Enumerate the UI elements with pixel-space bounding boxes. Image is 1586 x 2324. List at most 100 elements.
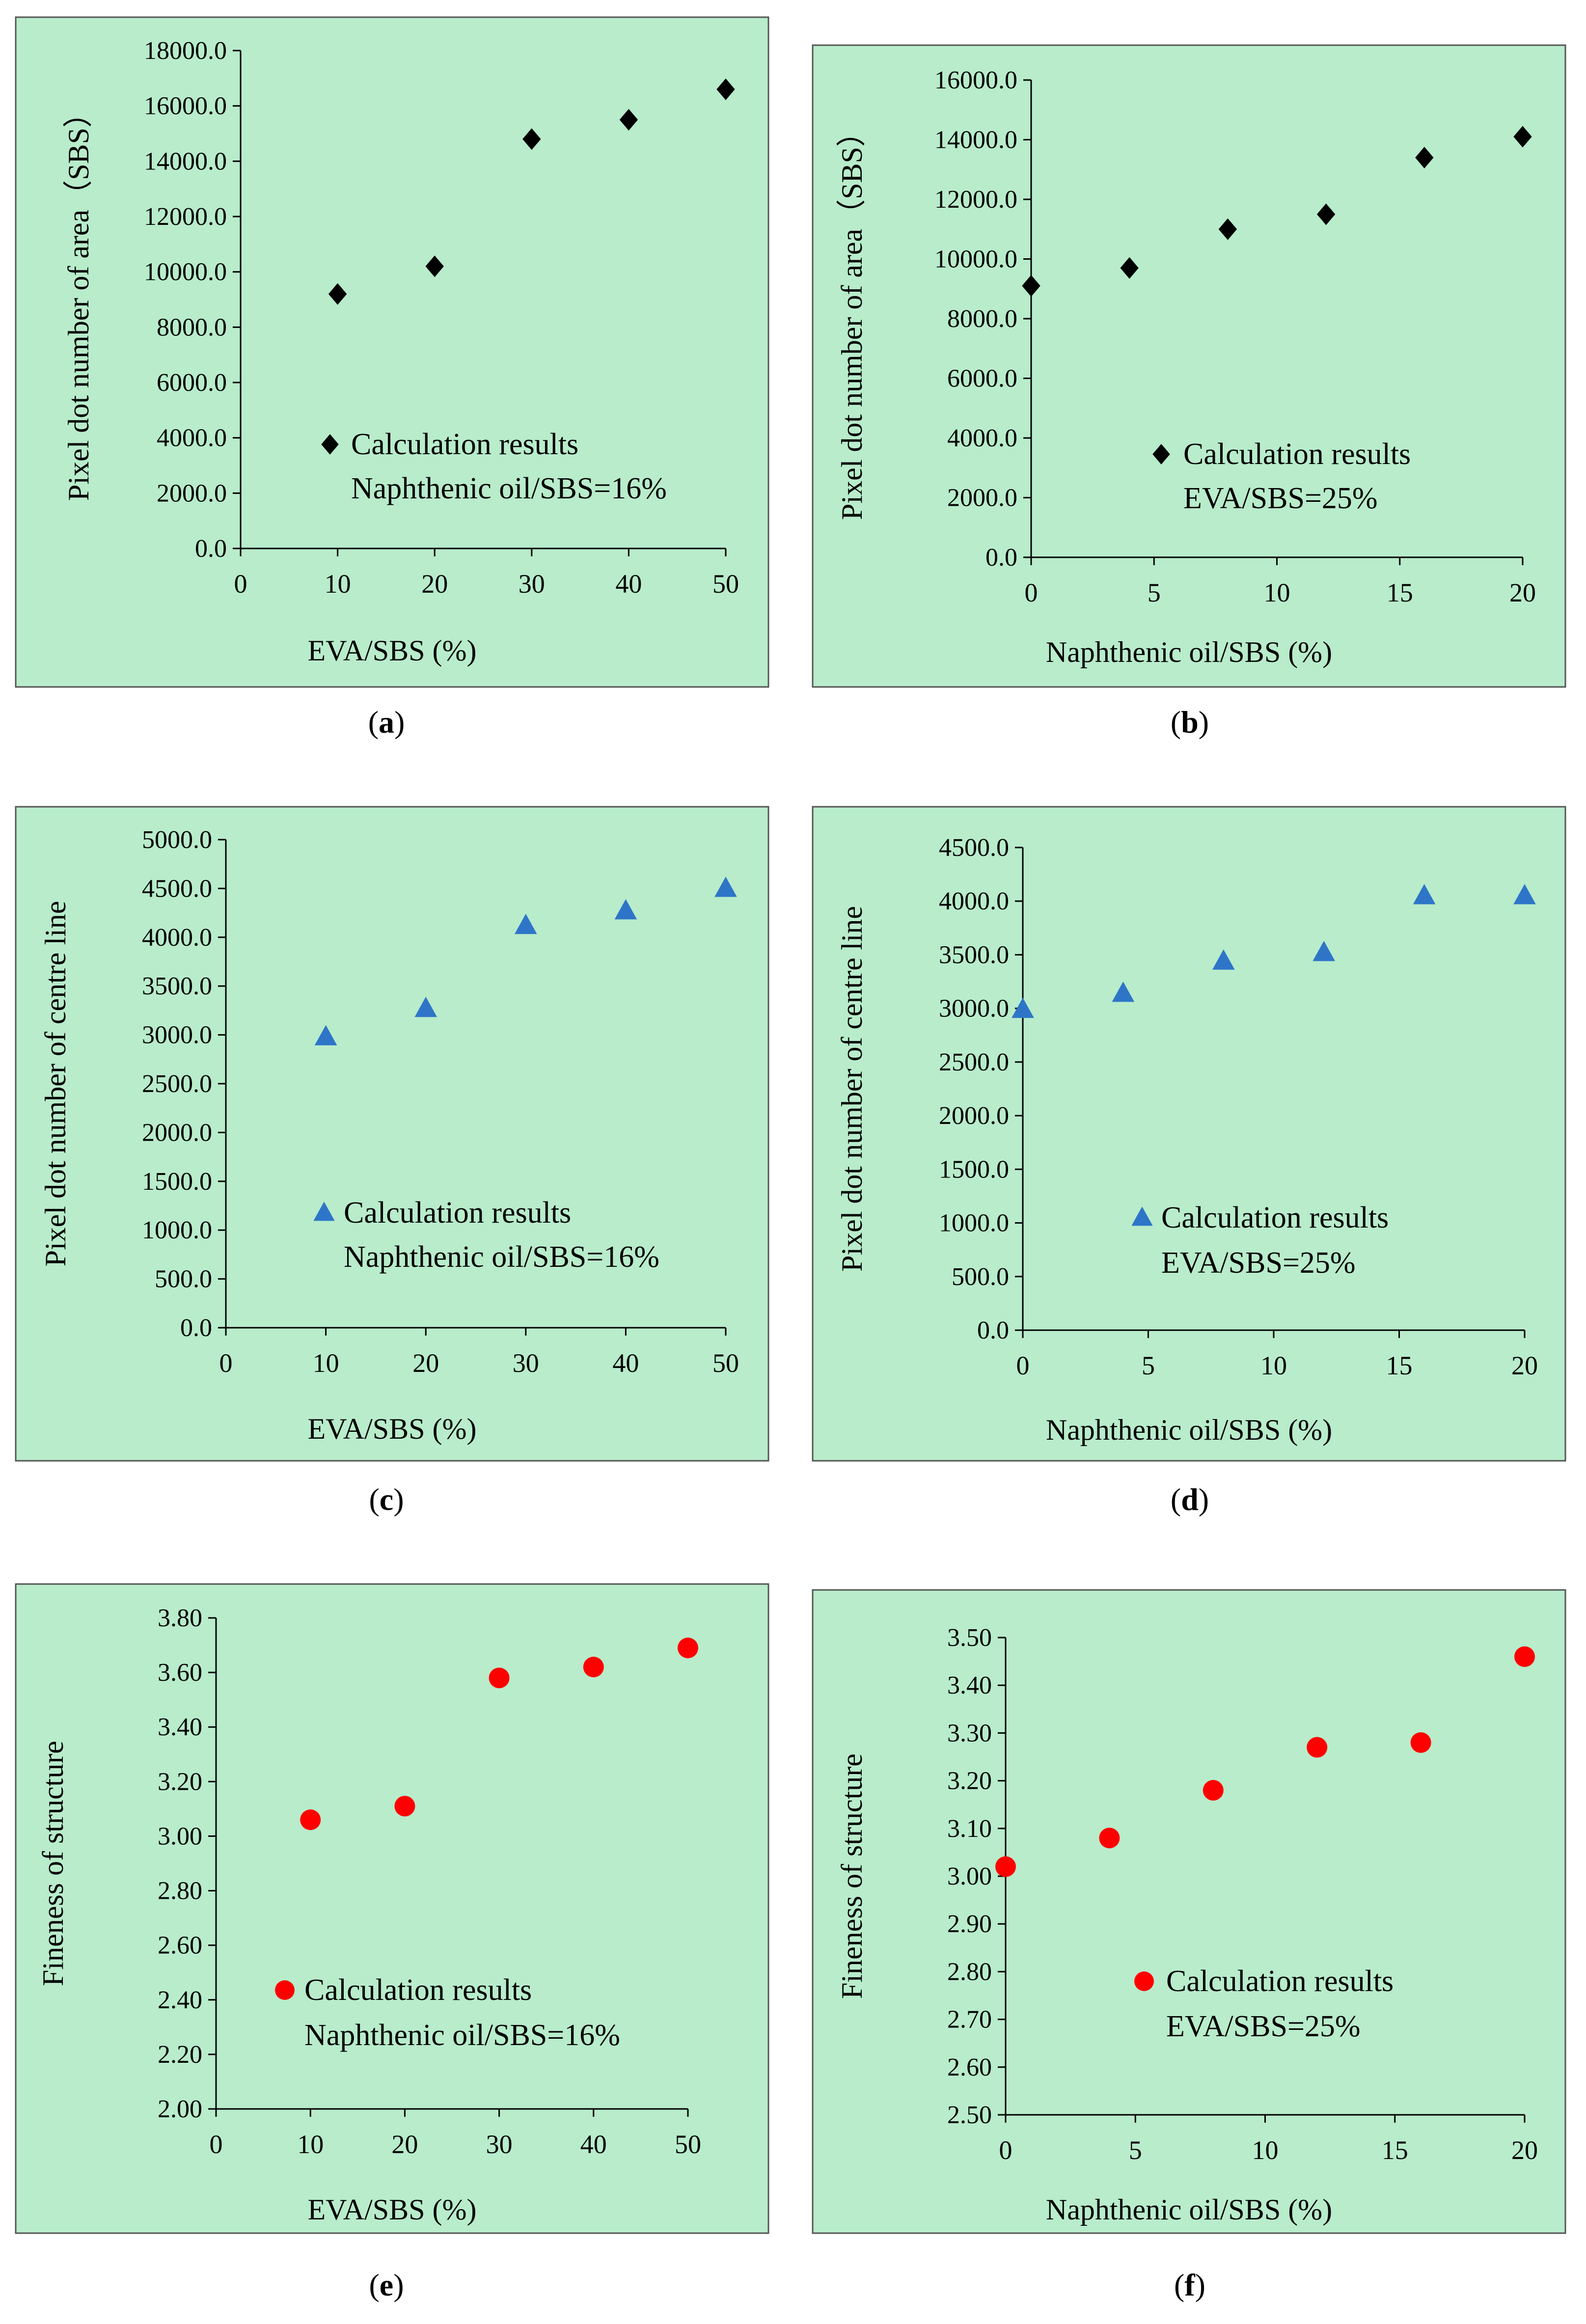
data-point	[394, 1796, 415, 1817]
y-tick-label: 3000.0	[939, 995, 1009, 1023]
chart-panel-b: 0.0 2000.0 4000.0 6000.0 8000.0 10000.0 12000.…	[812, 44, 1566, 688]
panel-caption: (e)	[369, 2268, 404, 2302]
x-tick-label: 5	[1142, 1351, 1155, 1380]
x-axis-title: EVA/SBS (%)	[308, 634, 477, 667]
chart-area-background	[812, 806, 1566, 1462]
x-tick-label: 30	[486, 2130, 513, 2159]
y-tick-label: 8000.0	[157, 313, 227, 341]
y-tick-label: 3.10	[947, 1815, 992, 1843]
x-tick-label: 20	[391, 2130, 418, 2159]
legend-marker	[1152, 444, 1170, 465]
data-point	[1513, 884, 1536, 904]
panel-caption: (b)	[1171, 705, 1209, 739]
legend-note: Naphthenic oil/SBS=16%	[344, 1240, 659, 1274]
data-point	[714, 876, 737, 897]
x-tick-label: 15	[1387, 578, 1413, 607]
y-axis-title: Pixel dot number of area（SBS）	[836, 117, 868, 520]
x-tick-label: 10	[1252, 2135, 1279, 2165]
chart-area-background	[15, 806, 769, 1462]
y-tick-label: 2.40	[158, 1986, 202, 2014]
y-tick-label: 500.0	[155, 1265, 212, 1293]
legend-label: Calculation results	[304, 1973, 532, 2007]
y-tick-label: 14000.0	[934, 126, 1017, 154]
legend-label: Calculation results	[344, 1196, 571, 1230]
y-tick-label: 3000.0	[142, 1021, 212, 1049]
x-tick-label: 5	[1148, 578, 1161, 607]
legend-label: Calculation results	[1183, 437, 1411, 471]
chart-panel-e: 2.00 2.20 2.40 2.60 2.80 3.00 3.20 3.40 3.60 3.80…	[15, 1583, 769, 2234]
y-tick-label: 3.00	[158, 1822, 202, 1850]
y-tick-label: 12000.0	[144, 203, 227, 231]
data-point	[1513, 126, 1532, 148]
y-tick-label: 2.60	[947, 2053, 992, 2081]
y-tick-label: 2.90	[947, 1910, 992, 1938]
legend-note: EVA/SBS=25%	[1161, 1246, 1356, 1280]
x-tick-label: 5	[1129, 2135, 1142, 2165]
x-tick-label: 10	[325, 569, 351, 599]
data-point	[1203, 1780, 1224, 1801]
x-tick-label: 50	[712, 569, 739, 599]
y-tick-label: 4000.0	[947, 424, 1017, 452]
x-tick-label: 10	[1264, 578, 1290, 607]
y-tick-label: 6000.0	[157, 369, 227, 397]
legend-marker	[275, 1980, 295, 2000]
x-axis-title: Naphthenic oil/SBS (%)	[1046, 2193, 1332, 2226]
data-point	[1514, 1646, 1535, 1667]
chart-area-background	[812, 44, 1566, 688]
y-axis-title: Fineness of structure	[836, 1753, 868, 1999]
chart-panel-a: 0.0 2000.0 4000.0 6000.0 8000.0 10000.0 12000.…	[15, 16, 769, 688]
y-tick-label: 14000.0	[144, 147, 227, 175]
x-axis-title: EVA/SBS (%)	[308, 2193, 477, 2226]
y-tick-label: 3.00	[947, 1862, 992, 1890]
x-tick-label: 20	[421, 569, 448, 599]
y-tick-label: 1500.0	[142, 1168, 212, 1196]
y-tick-label: 3.20	[158, 1768, 202, 1796]
y-tick-label: 2.00	[158, 2095, 202, 2123]
x-tick-label: 30	[513, 1348, 539, 1378]
y-tick-label: 10000.0	[934, 246, 1017, 273]
data-point	[515, 913, 537, 934]
y-tick-label: 18000.0	[144, 37, 227, 65]
data-point	[1012, 997, 1034, 1018]
data-point	[619, 109, 638, 131]
y-tick-label: 4000.0	[142, 924, 212, 952]
y-tick-label: 1500.0	[939, 1155, 1009, 1183]
data-point	[995, 1856, 1016, 1877]
x-tick-label: 40	[615, 569, 642, 599]
y-tick-label: 3.20	[947, 1767, 992, 1795]
data-point	[300, 1809, 321, 1831]
data-point	[489, 1668, 510, 1689]
data-point	[1316, 203, 1336, 225]
y-tick-label: 2000.0	[947, 484, 1017, 512]
x-tick-label: 20	[412, 1348, 439, 1378]
y-tick-label: 2500.0	[939, 1048, 1009, 1076]
data-point	[1415, 146, 1434, 168]
y-tick-label: 5000.0	[142, 826, 212, 854]
x-tick-label: 30	[519, 569, 545, 599]
x-axis-title: Naphthenic oil/SBS (%)	[1046, 1414, 1332, 1446]
x-axis-title: Naphthenic oil/SBS (%)	[1046, 636, 1332, 668]
legend-marker	[1134, 1971, 1154, 1991]
y-tick-label: 3.50	[947, 1624, 992, 1652]
data-point	[1313, 941, 1335, 961]
x-tick-label: 10	[1260, 1351, 1287, 1380]
x-tick-label: 50	[712, 1348, 739, 1378]
y-tick-label: 2.60	[158, 1932, 202, 1960]
x-tick-label: 50	[675, 2130, 701, 2159]
y-tick-label: 10000.0	[144, 258, 227, 286]
data-point	[716, 78, 735, 100]
panel-caption: (f)	[1174, 2268, 1205, 2302]
legend-note: EVA/SBS=25%	[1166, 2010, 1361, 2043]
x-tick-label: 20	[1509, 578, 1536, 607]
x-tick-label: 0	[219, 1348, 233, 1378]
legend-marker	[321, 434, 339, 455]
legend-note: Naphthenic oil/SBS=16%	[351, 472, 667, 505]
y-tick-label: 3500.0	[142, 972, 212, 1000]
data-point	[328, 283, 347, 305]
legend-label: Calculation results	[351, 428, 578, 461]
data-point	[314, 1025, 337, 1045]
chart-area-background	[15, 1583, 769, 2234]
y-tick-label: 3.40	[947, 1671, 992, 1699]
y-tick-label: 2000.0	[157, 479, 227, 507]
